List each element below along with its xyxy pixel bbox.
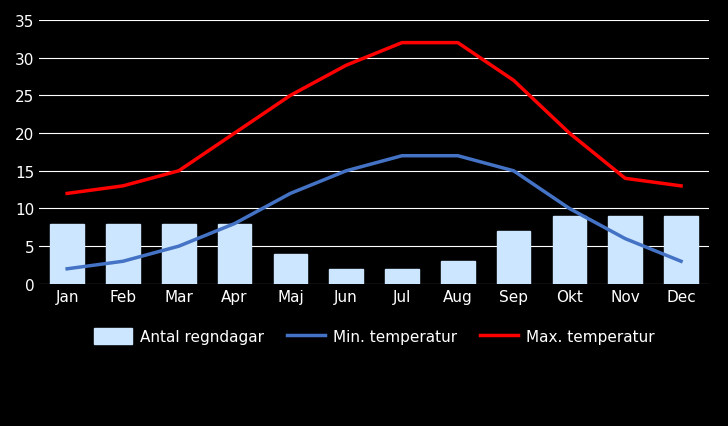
Bar [106,224,140,284]
Bar [385,269,419,284]
Bar [330,269,363,284]
Bar [218,224,251,284]
Bar [162,224,196,284]
Bar [609,216,642,284]
Bar [274,254,307,284]
Legend: Antal regndagar, Min. temperatur, Max. temperatur: Antal regndagar, Min. temperatur, Max. t… [88,322,660,350]
Bar [497,232,531,284]
Bar [553,216,586,284]
Bar [664,216,697,284]
Bar [50,224,84,284]
Bar [441,262,475,284]
